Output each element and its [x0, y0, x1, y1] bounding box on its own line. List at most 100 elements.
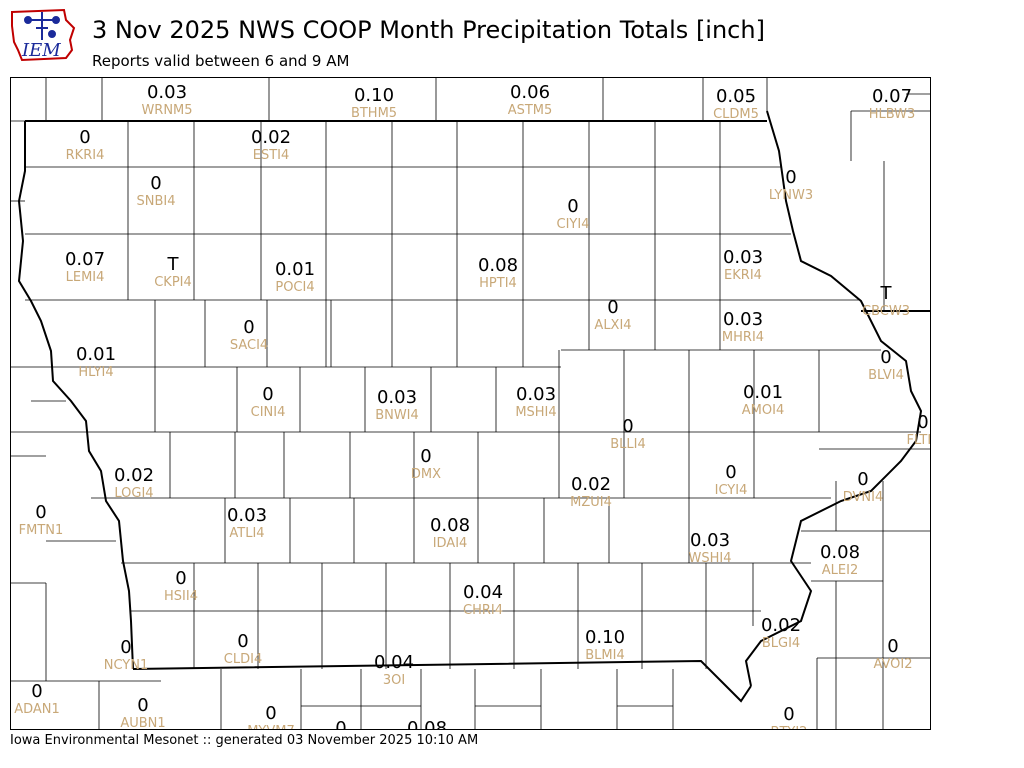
- station-id: ALXI4: [594, 318, 631, 333]
- station-id: BTHM5: [351, 106, 397, 121]
- station-value: 0: [35, 502, 46, 523]
- station-id: MHRI4: [722, 330, 764, 345]
- precipitation-map: 0.03 WRNM5 0.10 BTHM5 0.06 ASTM5 0.05 CLDM5 0.07…: [10, 77, 931, 730]
- station-id: HSII4: [164, 589, 198, 604]
- iem-logo: IEM: [8, 6, 78, 64]
- station-value: 0.07: [65, 249, 105, 270]
- station-value: 0: [79, 127, 90, 148]
- station-value: 0.03: [227, 505, 267, 526]
- station-value: T: [880, 283, 893, 304]
- station-value: 0: [262, 384, 273, 405]
- station-id: HLYI4: [78, 365, 113, 380]
- station-id: HPTI4: [479, 276, 517, 291]
- station-id: LOGI4: [114, 486, 153, 501]
- station-value: 0: [420, 446, 431, 467]
- logo-text: IEM: [21, 40, 61, 61]
- station-value: 0.04: [374, 652, 414, 673]
- station-value: 0: [857, 469, 868, 490]
- station-value: 0: [917, 412, 928, 433]
- station-id: LEMI4: [66, 270, 105, 285]
- station-id: DMX: [411, 467, 441, 482]
- station-myvm7: 0MYVM7: [247, 703, 295, 730]
- station-id: BLMI4: [585, 648, 624, 663]
- station-id: ASTM5: [508, 103, 553, 118]
- station-value: 0.02: [114, 465, 154, 486]
- station-id: BLGI4: [762, 636, 800, 651]
- station-value: 0: [265, 703, 276, 724]
- station-id: FLTI4: [907, 433, 931, 448]
- station-id: AVOI2: [873, 657, 912, 672]
- station-value: 0.10: [354, 85, 394, 106]
- station-id: ATLI4: [229, 526, 264, 541]
- station-id: ICYI4: [715, 483, 748, 498]
- station-flti4: 0FLTI4: [907, 412, 931, 448]
- station-id: MYVM7: [247, 724, 295, 730]
- station-value: 0: [887, 636, 898, 657]
- station-value: 0.03: [723, 247, 763, 268]
- station-value: 0.08: [430, 515, 470, 536]
- station-value: 0.10: [585, 627, 625, 648]
- station-value: 0.08: [478, 255, 518, 276]
- station-value: 0: [120, 637, 131, 658]
- station-id: ADAN1: [14, 702, 60, 717]
- station-value: 0: [783, 704, 794, 725]
- station-id: BTYI2: [771, 725, 808, 730]
- station-btyi2: 0BTYI2: [771, 704, 808, 730]
- station-id: AMOI4: [742, 403, 784, 418]
- station-value: 0: [567, 196, 578, 217]
- station-id: CIYI4: [557, 217, 590, 232]
- station-id: MSHI4: [515, 405, 556, 420]
- station-value: 0: [880, 347, 891, 368]
- station-id: DVNI4: [843, 490, 884, 505]
- station-id: MZUI4: [570, 495, 612, 510]
- station-id: BLVI4: [868, 368, 904, 383]
- station-value: 0.01: [76, 344, 116, 365]
- station-id: IDAI4: [433, 536, 468, 551]
- station-value: 0: [150, 173, 161, 194]
- station-id: WSHI4: [689, 551, 732, 566]
- station-value: 0: [237, 631, 248, 652]
- station-value: 0: [243, 317, 254, 338]
- map-canvas: 0.03WRNM50.10BTHM50.06ASTM50.05CLDM50.07…: [11, 78, 931, 730]
- station-id: CLDM5: [713, 107, 759, 122]
- station-value: 0.05: [716, 86, 756, 107]
- station-value: 0.02: [251, 127, 291, 148]
- station-value: 0.03: [516, 384, 556, 405]
- station-id: RKRI4: [66, 148, 105, 163]
- station-value: 0: [175, 568, 186, 589]
- station-value: 0.01: [743, 382, 783, 403]
- station-value: 0: [622, 416, 633, 437]
- station-value: 0.08: [407, 718, 447, 730]
